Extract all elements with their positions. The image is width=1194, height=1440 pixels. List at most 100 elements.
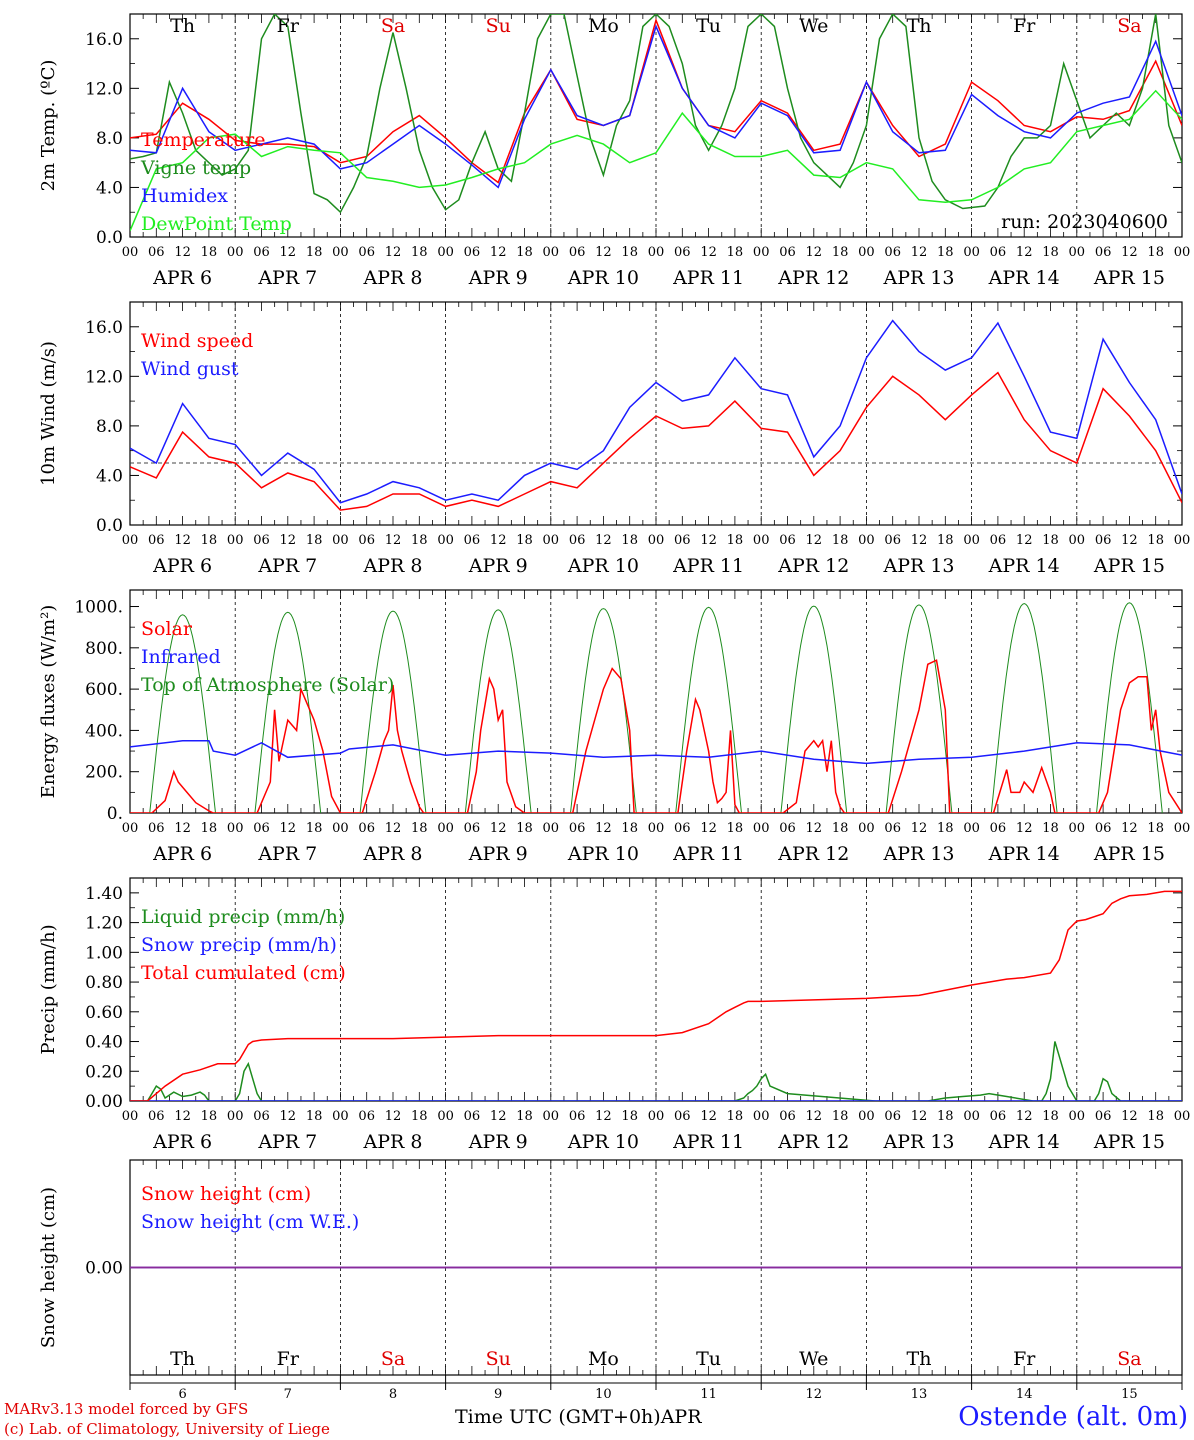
hour-label: 06	[464, 245, 481, 260]
hour-label: 06	[148, 1109, 165, 1124]
y-tick-label: 0.0	[96, 228, 123, 248]
date-label: APR 6	[152, 267, 212, 289]
y-tick-label: 1000.	[74, 598, 123, 618]
day-name: Su	[486, 1348, 511, 1370]
hour-label: 18	[937, 1109, 954, 1124]
hour-label: 06	[990, 1109, 1007, 1124]
hour-label: 18	[937, 533, 954, 548]
date-label: APR 6	[152, 843, 212, 865]
hour-label: 00	[1174, 821, 1191, 836]
date-number: 11	[700, 1387, 717, 1402]
hour-label: 12	[385, 533, 402, 548]
hour-label: 06	[148, 533, 165, 548]
hour-label: 12	[1016, 821, 1033, 836]
hour-label: 12	[174, 533, 191, 548]
hour-label: 06	[779, 821, 796, 836]
hour-label: 00	[1174, 533, 1191, 548]
x-axis-title: Time UTC (GMT+0h)APR	[455, 1406, 702, 1428]
hour-label: 18	[516, 1109, 533, 1124]
hour-label: 12	[806, 821, 823, 836]
hour-label: 00	[227, 533, 244, 548]
hour-label: 00	[332, 1109, 349, 1124]
hour-label: 18	[306, 245, 323, 260]
day-name: We	[799, 1348, 828, 1370]
hour-label: 18	[1147, 533, 1164, 548]
day-name: Fr	[277, 1348, 300, 1370]
day-name: Mo	[588, 15, 619, 37]
hour-label: 18	[832, 533, 849, 548]
credit-line-lab: (c) Lab. of Climatology, University of L…	[4, 1420, 330, 1438]
hour-label: 00	[963, 1109, 980, 1124]
hour-label: 18	[516, 533, 533, 548]
date-number: 7	[284, 1387, 292, 1402]
day-name: Sa	[381, 1348, 405, 1370]
legend-entry: Top of Atmosphere (Solar)	[141, 674, 394, 696]
hour-label: 12	[490, 533, 507, 548]
date-label: APR 14	[988, 267, 1060, 289]
hour-label: 06	[884, 245, 901, 260]
hour-label: 12	[595, 821, 612, 836]
hour-label: 18	[1147, 1109, 1164, 1124]
day-name: Fr	[277, 15, 300, 37]
hour-label: 00	[1174, 245, 1191, 260]
date-label: APR 6	[152, 1131, 212, 1153]
toa-arc	[149, 614, 216, 813]
series-line-infrared	[130, 739, 1182, 765]
hour-label: 12	[806, 1109, 823, 1124]
date-label: APR 14	[988, 843, 1060, 865]
hour-label: 12	[490, 821, 507, 836]
y-tick-label: 0.60	[85, 1003, 123, 1023]
hour-label: 12	[700, 1109, 717, 1124]
y-tick-label: 0.0	[96, 516, 123, 536]
hour-label: 00	[437, 533, 454, 548]
hour-label: 06	[1095, 533, 1112, 548]
hour-label: 00	[437, 821, 454, 836]
y-tick-label: 0.40	[85, 1033, 123, 1053]
station-name: Ostende (alt. 0m)	[958, 1402, 1188, 1432]
toa-arc	[359, 610, 427, 813]
legend-entry: Humidex	[141, 185, 228, 207]
toa-arc	[570, 608, 637, 813]
hour-label: 06	[779, 1109, 796, 1124]
legend-entry: Wind gust	[141, 358, 239, 380]
hour-label: 06	[779, 245, 796, 260]
hour-label: 18	[1042, 1109, 1059, 1124]
hour-label: 00	[122, 245, 139, 260]
y-axis-label: Snow height (cm)	[38, 1187, 59, 1348]
series-line-wind-speed	[130, 371, 1182, 511]
hour-label: 12	[595, 533, 612, 548]
hour-label: 00	[122, 1109, 139, 1124]
date-label: APR 6	[152, 555, 212, 577]
y-tick-label: 200.	[85, 763, 123, 783]
date-label: APR 12	[777, 267, 849, 289]
toa-arc	[464, 609, 532, 813]
hour-label: 00	[753, 821, 770, 836]
toa-arc	[675, 606, 742, 813]
hour-label: 12	[911, 821, 928, 836]
date-label: APR 15	[1093, 1131, 1165, 1153]
date-label: APR 12	[777, 843, 849, 865]
date-label: APR 13	[882, 843, 954, 865]
series-line-wind-gust	[130, 319, 1182, 504]
hour-label: 18	[516, 821, 533, 836]
hour-label: 18	[621, 245, 638, 260]
y-tick-label: 0.20	[85, 1062, 123, 1082]
day-name: Fr	[1013, 15, 1036, 37]
day-name: Th	[907, 1348, 932, 1370]
hour-label: 18	[937, 821, 954, 836]
hour-label: 06	[253, 245, 270, 260]
hour-label: 06	[569, 821, 586, 836]
day-name: Th	[170, 1348, 195, 1370]
hour-label: 12	[1016, 533, 1033, 548]
series-line-solar	[130, 659, 1182, 813]
panel-frame-wind	[129, 301, 1183, 526]
hour-label: 00	[1069, 533, 1086, 548]
hour-label: 00	[648, 1109, 665, 1124]
hour-label: 06	[1095, 1109, 1112, 1124]
hour-label: 18	[411, 1109, 428, 1124]
toa-arc	[780, 605, 848, 813]
hour-label: 06	[358, 533, 375, 548]
date-label: APR 13	[882, 267, 954, 289]
hour-label: 18	[832, 821, 849, 836]
hour-label: 12	[490, 245, 507, 260]
